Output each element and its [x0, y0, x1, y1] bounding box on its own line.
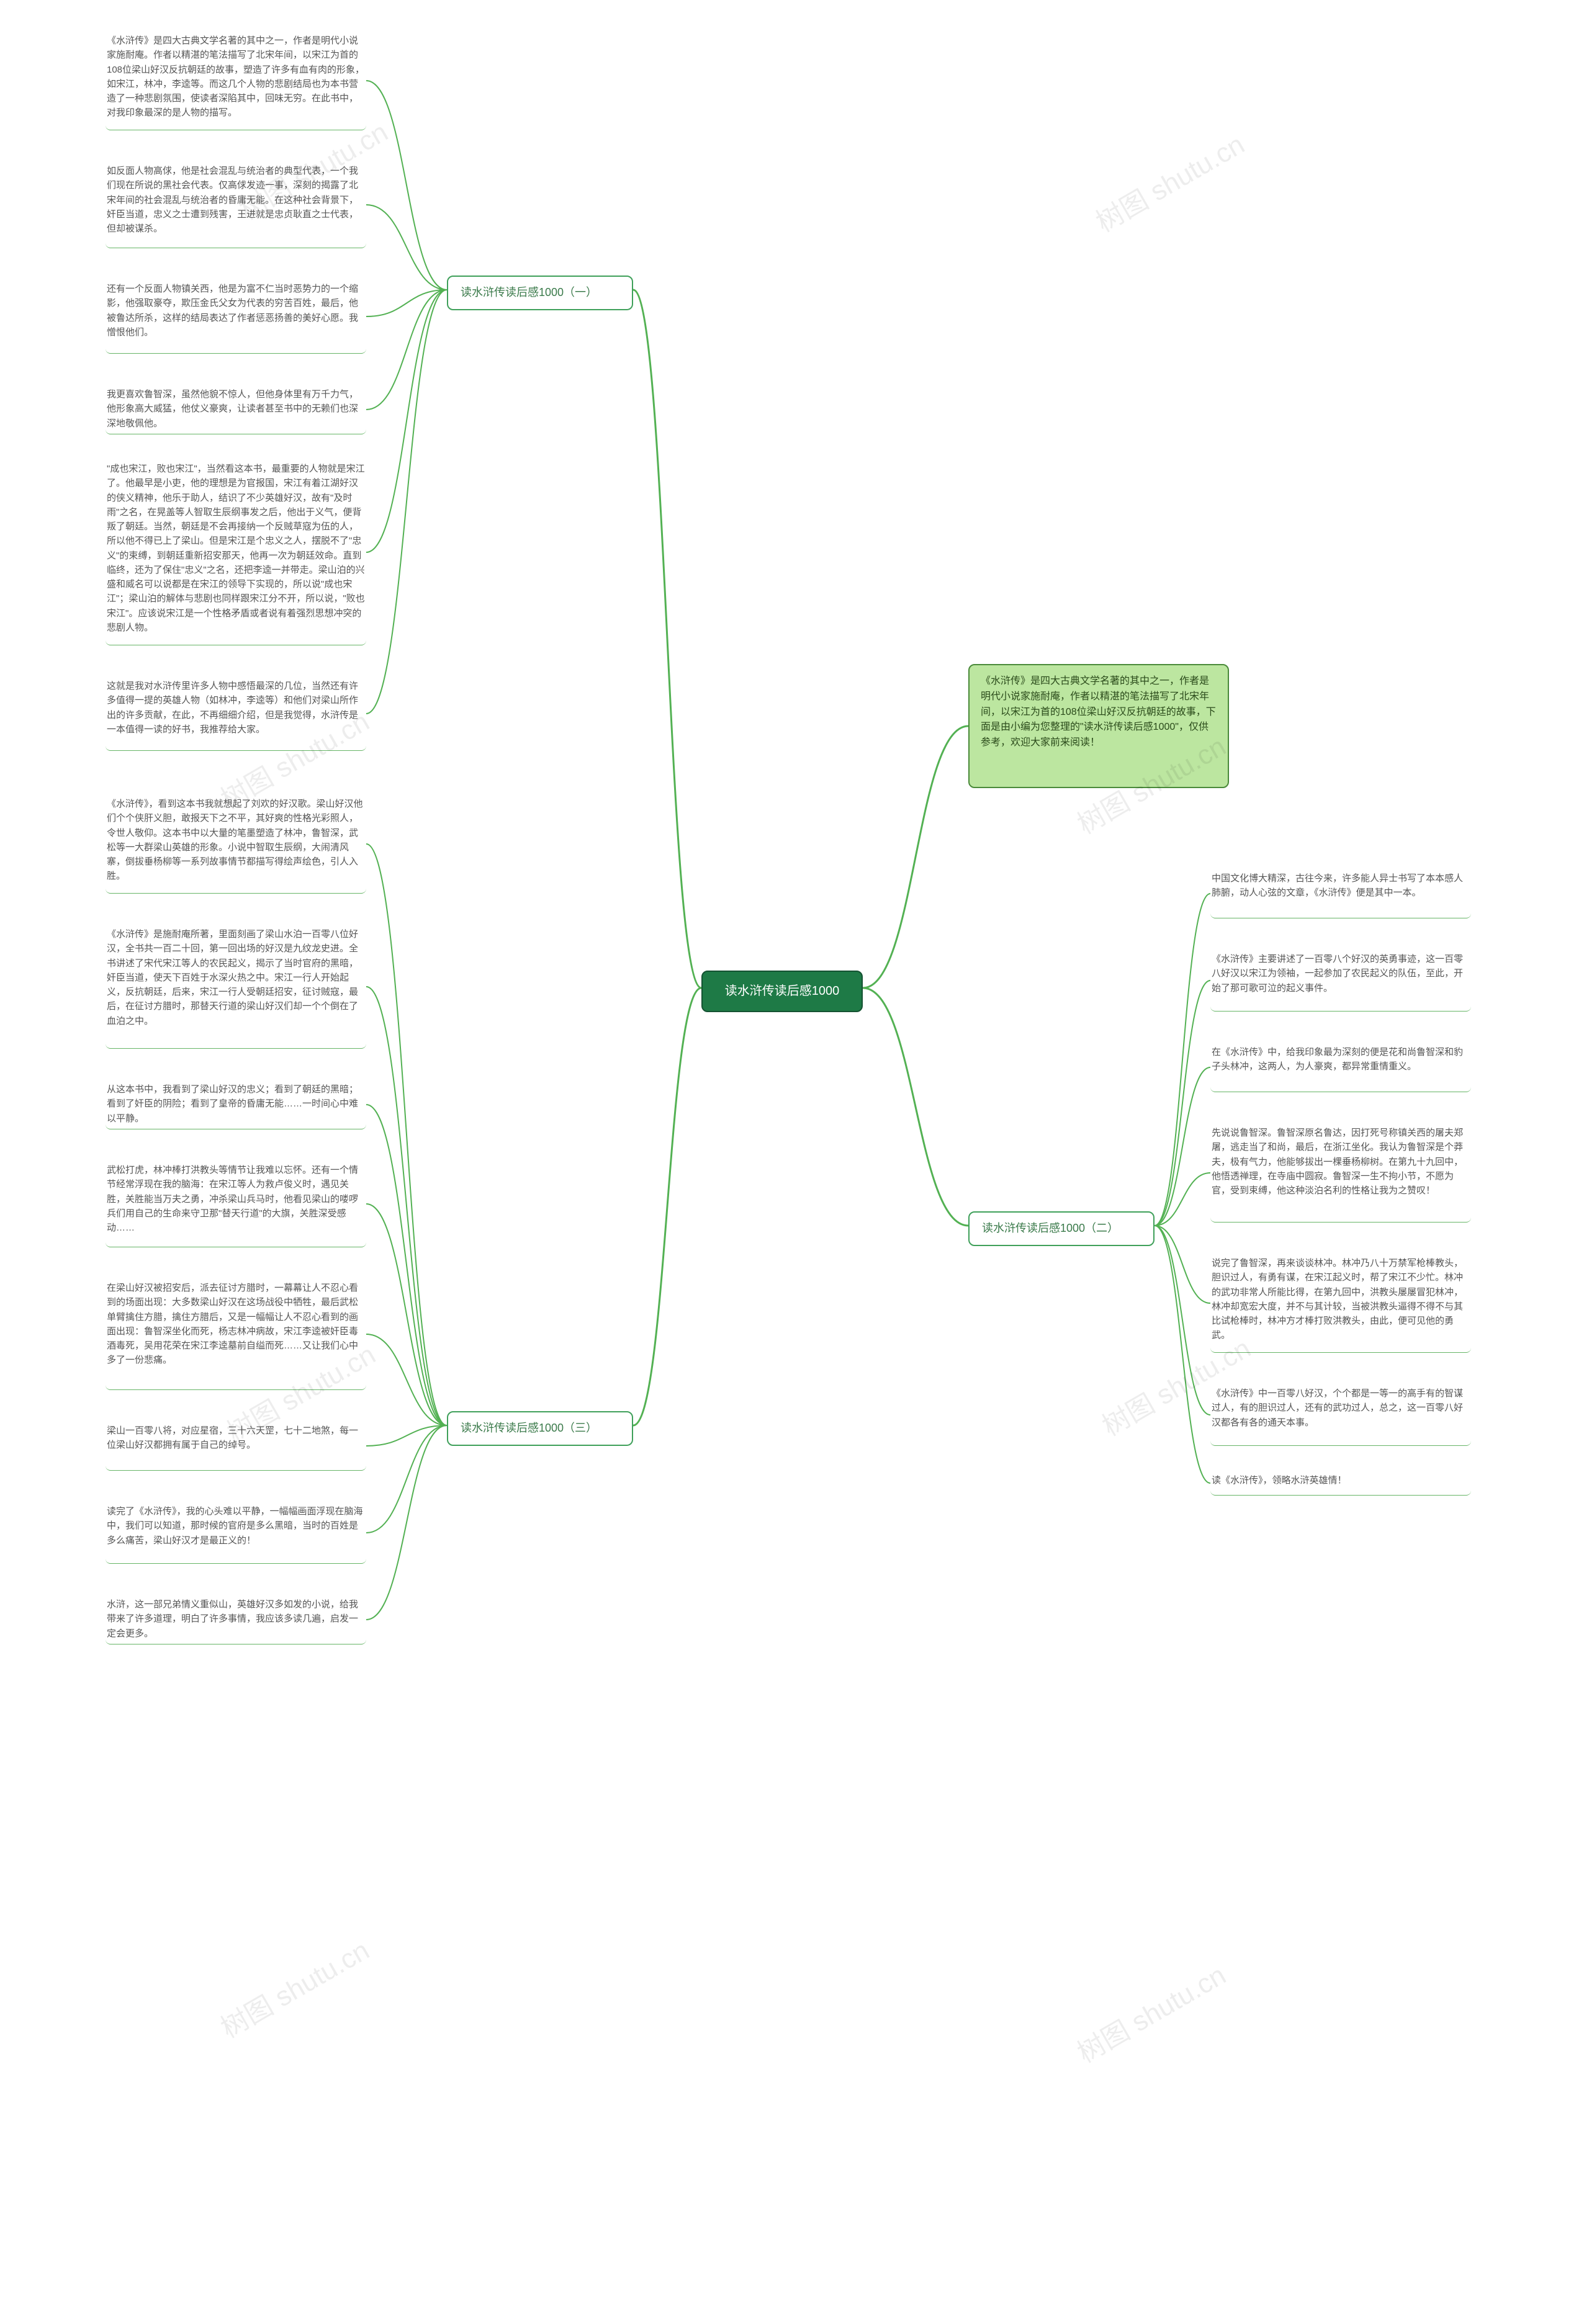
leaf-b3l2: 《水浒传》是施耐庵所著，里面刻画了梁山水泊一百零八位好汉，全书共一百二十回，第一… [106, 925, 366, 1049]
edge [366, 205, 447, 290]
mindmap-container: 读水浒传读后感1000 《水浒传》是四大古典文学名著的其中之一，作者是明代小说家施… [0, 0, 1589, 2324]
edge [366, 290, 447, 410]
edge [1155, 1226, 1210, 1415]
edge [366, 1425, 447, 1620]
root-node: 读水浒传读后感1000 [701, 971, 863, 1012]
edge [1155, 1173, 1210, 1226]
leaf-b2l5: 说完了鲁智深，再来谈谈林冲。林冲乃八十万禁军枪棒教头，胆识过人，有勇有谋，在宋江… [1210, 1254, 1471, 1353]
edge [863, 726, 968, 988]
intro-node: 《水浒传》是四大古典文学名著的其中之一，作者是明代小说家施耐庵，作者以精湛的笔法… [968, 664, 1229, 788]
edge [366, 1425, 447, 1533]
edge [366, 81, 447, 290]
edge [366, 1204, 447, 1425]
leaf-b1l1: 《水浒传》是四大古典文学名著的其中之一，作者是明代小说家施耐庵。作者以精湛的笔法… [106, 31, 366, 130]
edge [366, 290, 447, 316]
watermark: 树图 shutu.cn [1087, 123, 1251, 240]
branch-b2: 读水浒传读后感1000（二） [968, 1211, 1155, 1246]
leaf-b2l6: 《水浒传》中一百零八好汉，个个都是一等一的高手有的智谋过人，有的胆识过人，还有的… [1210, 1384, 1471, 1446]
watermark: 树图 shutu.cn [212, 1929, 376, 2046]
leaf-b2l7: 读《水浒传》，领略水浒英雄情！ [1210, 1471, 1471, 1496]
leaf-b3l5: 在梁山好汉被招安后，派去征讨方腊时，一幕幕让人不忍心看到的场面出现：大多数梁山好… [106, 1278, 366, 1390]
leaf-b3l7: 读完了《水浒传》，我的心头难以平静，一幅幅画面浮现在脑海中，我们可以知道，那时候… [106, 1502, 366, 1564]
leaf-b1l4: 我更喜欢鲁智深，虽然他貌不惊人，但他身体里有万千力气，他形象高大威猛，他仗义豪爽… [106, 385, 366, 434]
edge [1155, 1067, 1210, 1226]
leaf-b3l6: 梁山一百零八将，对应星宿，三十六天罡，七十二地煞，每一位梁山好汉都拥有属于自己的… [106, 1421, 366, 1471]
edge [366, 290, 447, 552]
edge [366, 1334, 447, 1425]
edge [1155, 1226, 1210, 1483]
edge [366, 1105, 447, 1425]
edge [1155, 980, 1210, 1226]
branch-b1: 读水浒传读后感1000（一） [447, 276, 633, 310]
leaf-b3l3: 从这本书中，我看到了梁山好汉的忠义；看到了朝廷的黑暗；看到了奸臣的阴险；看到了皇… [106, 1080, 366, 1129]
leaf-b3l1: 《水浒传》，看到这本书我就想起了刘欢的好汉歌。梁山好汉他们个个侠肝义胆，敢报天下… [106, 794, 366, 894]
edge [366, 987, 447, 1425]
leaf-b1l2: 如反面人物高俅，他是社会混乱与统治者的典型代表，一个我们现在所说的黑社会代表。仅… [106, 161, 366, 248]
leaf-b2l4: 先说说鲁智深。鲁智深原名鲁达，因打死号称镇关西的屠夫郑屠，逃走当了和尚，最后，在… [1210, 1123, 1471, 1223]
edge [1155, 894, 1210, 1226]
watermark: 树图 shutu.cn [1069, 1954, 1232, 2071]
edge [366, 1425, 447, 1446]
edge [366, 290, 447, 714]
edge [366, 844, 447, 1425]
leaf-b3l8: 水浒，这一部兄弟情义重似山，英雄好汉多如发的小说，给我带来了许多道理，明白了许多… [106, 1595, 366, 1644]
leaf-b1l3: 还有一个反面人物镇关西，他是为富不仁当时恶势力的一个缩影，他强取豪夺，欺压金氏父… [106, 279, 366, 354]
edge [1155, 1226, 1210, 1303]
leaf-b1l6: 这就是我对水浒传里许多人物中感悟最深的几位，当然还有许多值得一提的英雄人物（如林… [106, 676, 366, 751]
leaf-b1l5: "成也宋江，败也宋江"，当然看这本书，最重要的人物就是宋江了。他最早是小吏，他的… [106, 459, 366, 645]
edge [633, 988, 701, 1425]
leaf-b2l2: 《水浒传》主要讲述了一百零八个好汉的英勇事迹，这一百零八好汉以宋江为领袖，一起参… [1210, 949, 1471, 1012]
edge [863, 988, 968, 1226]
leaf-b2l3: 在《水浒传》中，给我印象最为深刻的便是花和尚鲁智深和豹子头林冲，这两人，为人豪爽… [1210, 1043, 1471, 1092]
leaf-b3l4: 武松打虎，林冲棒打洪教头等情节让我难以忘怀。还有一个情节经常浮现在我的脑海：在宋… [106, 1160, 366, 1247]
edge [633, 290, 701, 988]
leaf-b2l1: 中国文化博大精深，古往今来，许多能人异士书写了本本感人肺腑，动人心弦的文章，《水… [1210, 869, 1471, 918]
branch-b3: 读水浒传读后感1000（三） [447, 1411, 633, 1446]
